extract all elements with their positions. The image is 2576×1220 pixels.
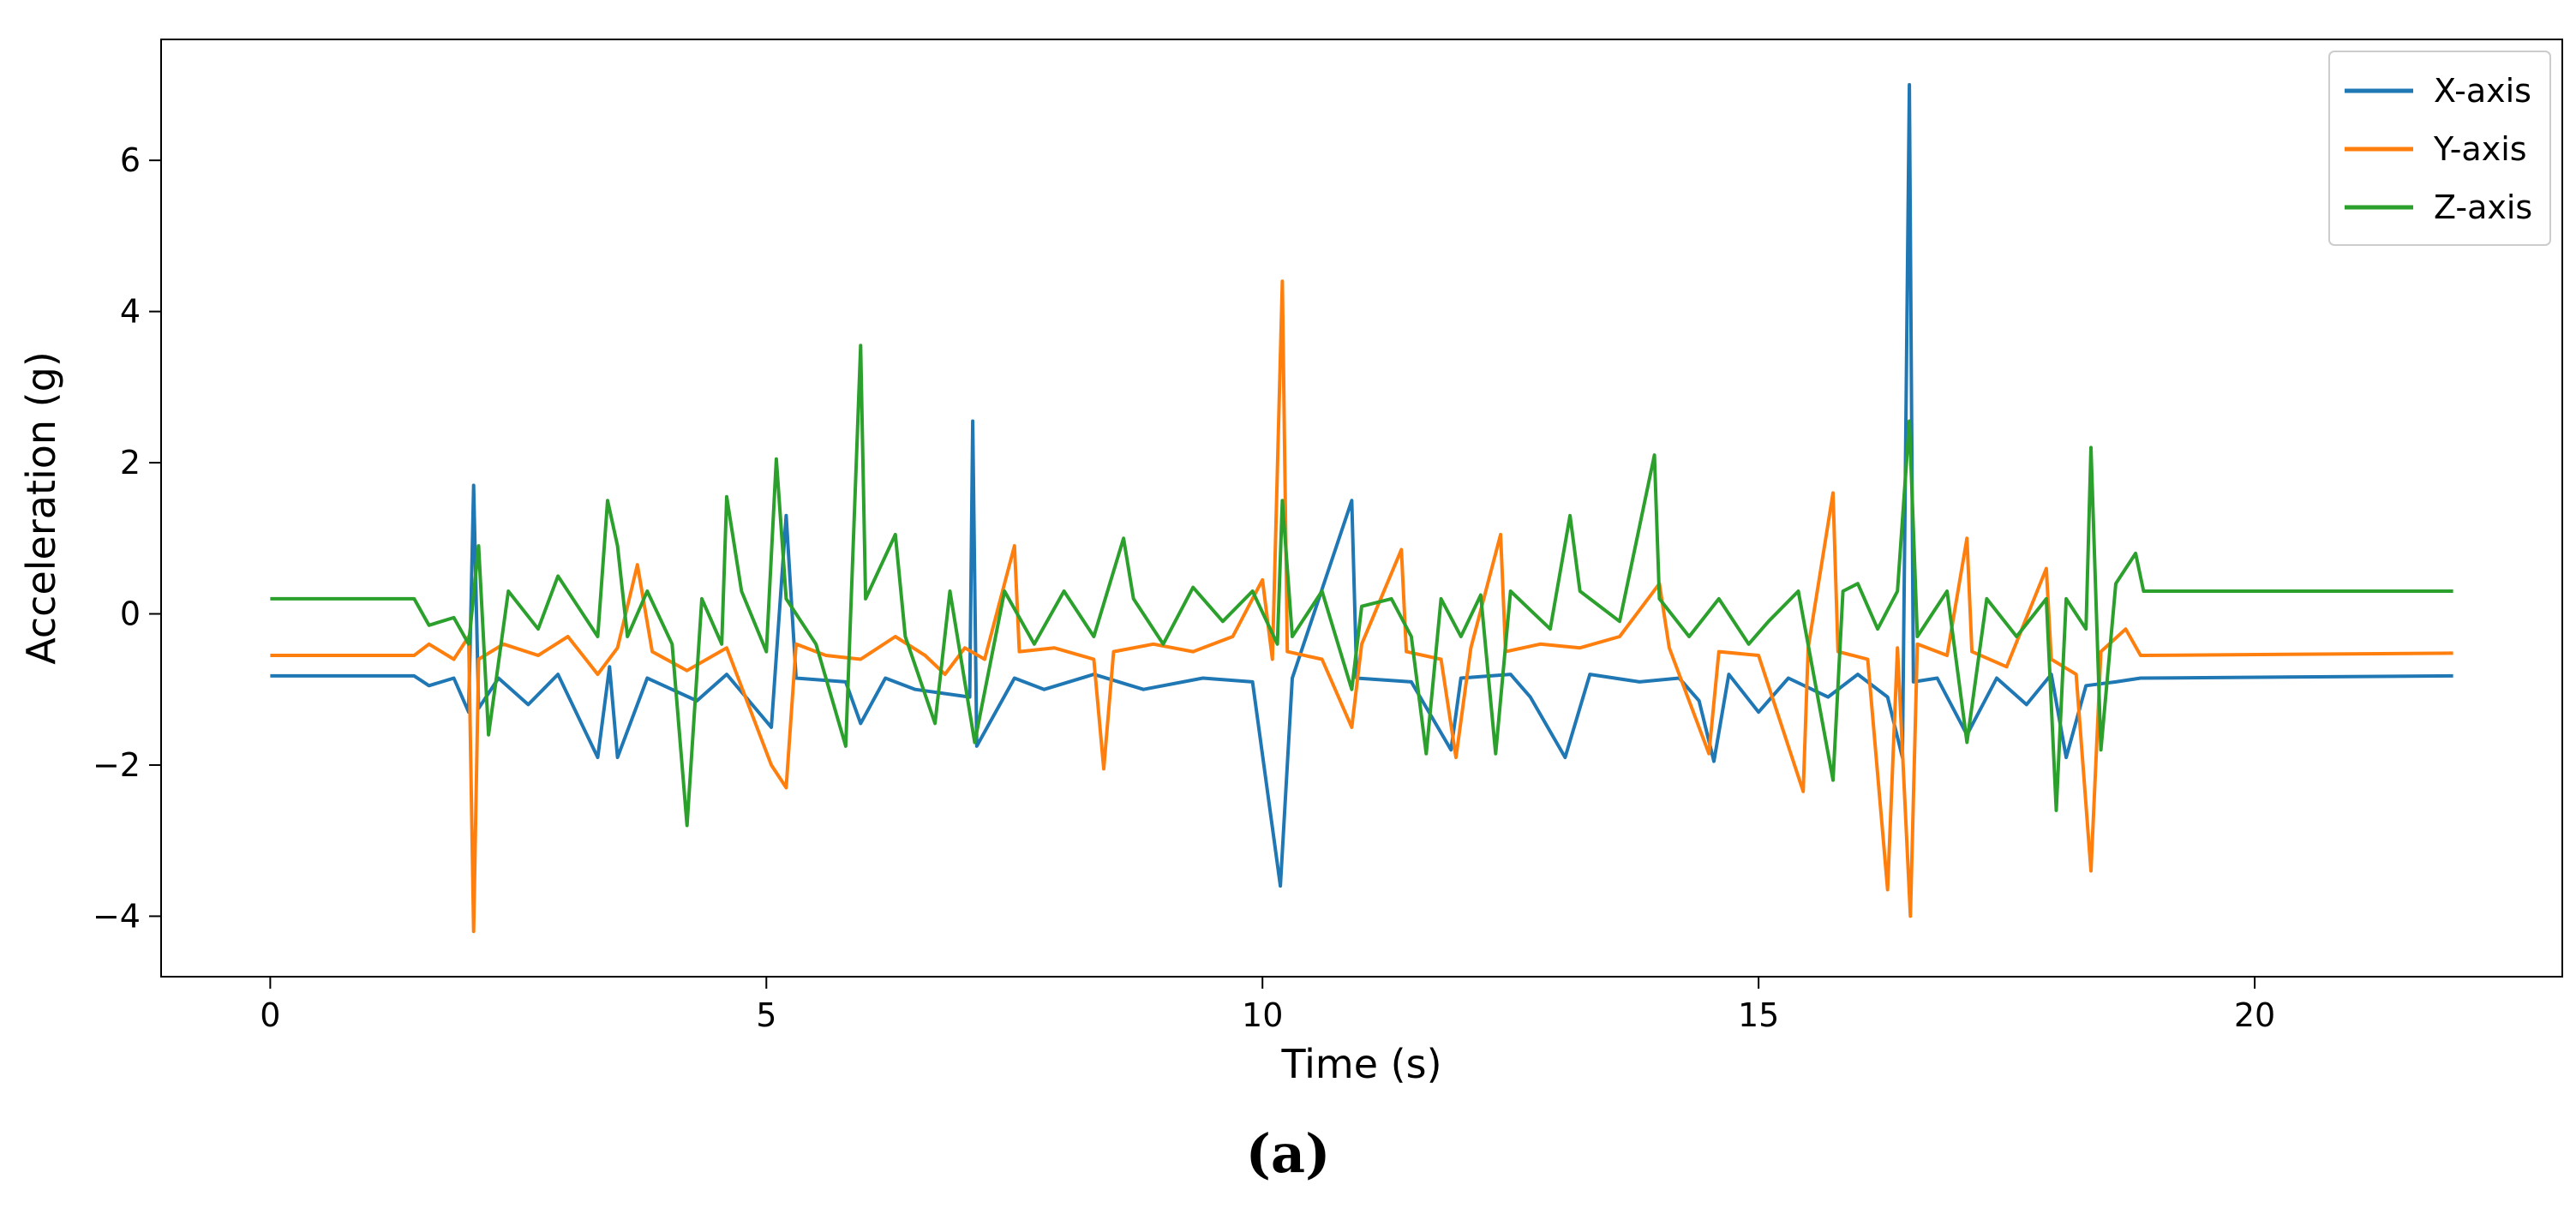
legend-box bbox=[2328, 51, 2551, 246]
x-tick-label: 15 bbox=[1738, 996, 1779, 1034]
y-tick-label: 0 bbox=[120, 595, 141, 633]
y-axis-label: Acceleration (g) bbox=[18, 351, 64, 665]
acceleration-chart: 0 5 10 15 20 −4 −2 0 2 4 6 Time (s) Acceleration … bbox=[18, 39, 2563, 1087]
series-line-2 bbox=[270, 279, 2453, 934]
series-line-3 bbox=[270, 344, 2453, 828]
figure-caption: (a) bbox=[1245, 1122, 1331, 1185]
legend-label: X-axis bbox=[2434, 72, 2531, 110]
legend-label: Z-axis bbox=[2434, 188, 2532, 226]
x-tick-label: 5 bbox=[756, 996, 776, 1034]
x-axis-label: Time (s) bbox=[1280, 1041, 1441, 1087]
y-tick-label: 6 bbox=[120, 141, 141, 179]
y-tick-label: −2 bbox=[93, 746, 141, 784]
series-line-1 bbox=[270, 82, 2453, 888]
plot-frame bbox=[160, 39, 2563, 978]
y-axis: −4 −2 0 2 4 6 bbox=[93, 141, 161, 935]
x-tick-label: 20 bbox=[2234, 996, 2275, 1034]
x-tick-label: 0 bbox=[260, 996, 280, 1034]
y-tick-label: −4 bbox=[93, 897, 141, 935]
x-axis: 0 5 10 15 20 bbox=[260, 977, 2275, 1034]
legend: X-axis Y-axis Z-axis bbox=[2328, 51, 2551, 246]
legend-label: Y-axis bbox=[2433, 130, 2527, 168]
series-layer bbox=[270, 82, 2453, 934]
x-tick-label: 10 bbox=[1242, 996, 1283, 1034]
y-tick-label: 4 bbox=[120, 293, 141, 331]
y-tick-label: 2 bbox=[120, 444, 141, 481]
